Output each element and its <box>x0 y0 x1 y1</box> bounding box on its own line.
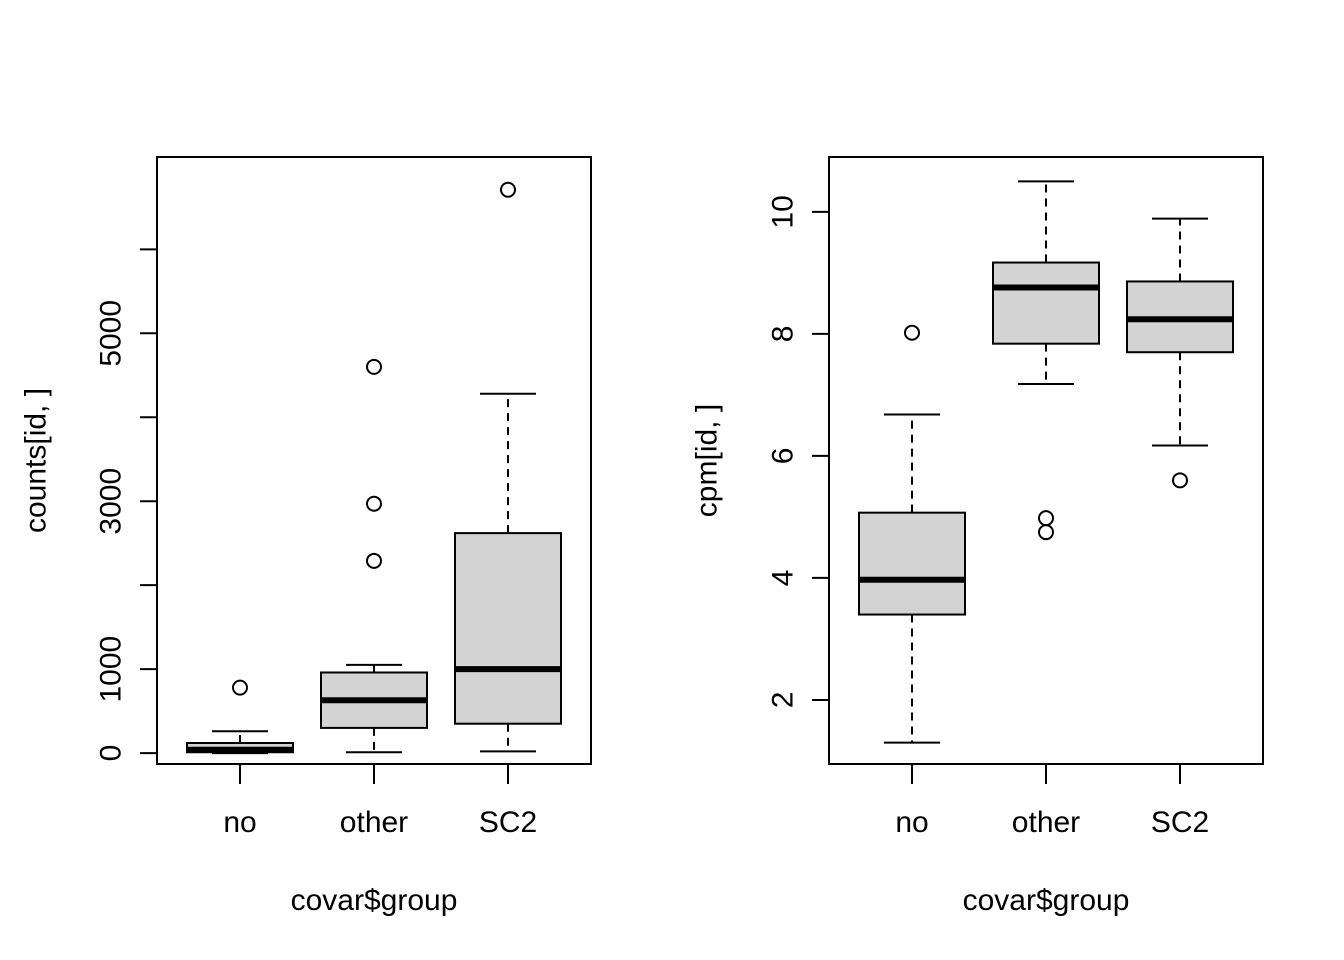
x-tick-label: no <box>895 806 928 839</box>
outlier-point <box>1172 472 1188 489</box>
y-axis-title: counts[id, ] <box>20 388 53 533</box>
outlier-point <box>500 181 516 198</box>
y-tick-label: 10 <box>767 195 800 228</box>
y-tick-label: 5000 <box>95 300 128 367</box>
box-sc2 <box>454 181 562 753</box>
box-sc2 <box>1126 217 1234 489</box>
x-tick-label: other <box>1012 806 1080 839</box>
outlier-point <box>366 552 382 569</box>
box-no <box>186 679 294 755</box>
y-tick-label: 0 <box>95 745 128 762</box>
iqr-box <box>858 511 966 616</box>
y-axis-title: cpm[id, ] <box>691 404 724 517</box>
y-tick-label: 8 <box>767 326 800 343</box>
y-tick-label: 3000 <box>95 468 128 535</box>
outlier-point <box>1038 510 1054 527</box>
x-tick-label: no <box>223 806 256 839</box>
outlier-point <box>1038 524 1054 541</box>
outlier-point <box>366 495 382 512</box>
box-other <box>320 358 428 754</box>
x-tick-label: SC2 <box>479 806 537 839</box>
y-tick-label: 2 <box>767 692 800 709</box>
iqr-box <box>992 261 1100 345</box>
outlier-point <box>232 679 248 696</box>
iqr-box <box>454 532 562 725</box>
x-axis-title: covar$group <box>291 884 458 917</box>
x-tick-label: other <box>340 806 408 839</box>
box-no <box>858 324 966 744</box>
y-tick-label: 6 <box>767 448 800 465</box>
y-tick-label: 4 <box>767 570 800 587</box>
x-tick-label: SC2 <box>1151 806 1209 839</box>
panel-counts: 0 1000 3000 5000 no other SC2 covar$group counts… <box>20 156 592 917</box>
outlier-point <box>904 324 920 341</box>
y-tick-label: 1000 <box>95 636 128 703</box>
x-axis-title: covar$group <box>963 884 1130 917</box>
box-other <box>992 180 1100 541</box>
panel-cpm: 2 4 6 8 10 no other SC2 covar$group cpm[id, ] <box>691 156 1264 917</box>
outlier-point <box>366 358 382 375</box>
